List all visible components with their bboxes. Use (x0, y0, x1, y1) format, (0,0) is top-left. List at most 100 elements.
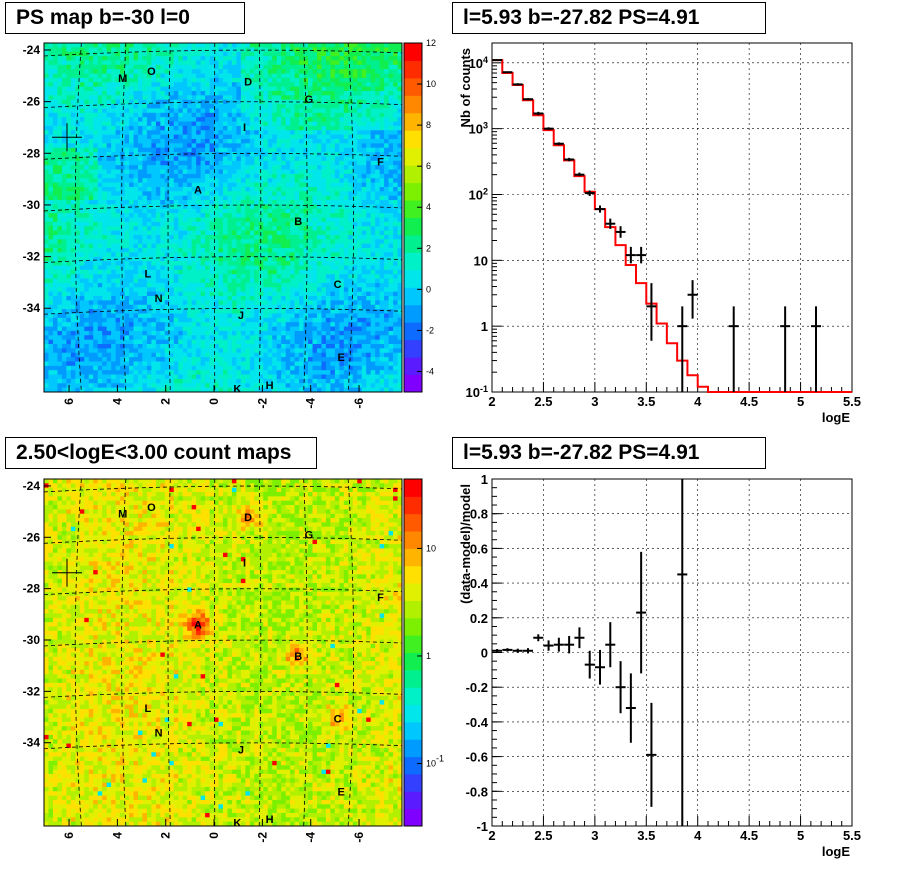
heatmap-cell (276, 309, 282, 314)
heatmap-cell (151, 234, 157, 240)
heatmap-cell (196, 309, 202, 314)
heatmap-cell (397, 226, 403, 231)
heatmap-cell (142, 138, 148, 144)
heatmap-cell (276, 138, 282, 144)
heatmap-cell (397, 269, 403, 275)
heatmap-cell (334, 287, 340, 293)
heatmap-cell (223, 99, 228, 105)
heatmap-cell (205, 287, 210, 293)
heatmap-cell (124, 156, 130, 162)
heatmap-cell (200, 186, 206, 192)
heatmap-cell (285, 156, 291, 162)
heatmap-cell (236, 130, 242, 136)
heatmap-cell (312, 64, 318, 70)
heatmap-cell (164, 160, 170, 166)
heatmap-cell (111, 56, 117, 61)
heatmap-cell (357, 213, 363, 218)
heatmap-cell (357, 252, 363, 258)
heatmap-cell (133, 99, 139, 105)
heatmap-cell (227, 182, 233, 188)
heatmap-cell (84, 256, 90, 262)
heatmap-cell (97, 156, 103, 162)
heatmap-cell (312, 73, 318, 79)
heatmap-cell (151, 200, 157, 205)
heatmap-cell (366, 248, 372, 253)
heatmap-cell (57, 252, 63, 258)
heatmap-cell (312, 256, 318, 262)
heatmap-cell (151, 213, 157, 218)
heatmap-cell (187, 99, 193, 105)
heatmap-cell (348, 309, 354, 314)
heatmap-cell (182, 287, 188, 293)
heatmap-cell (339, 265, 345, 271)
heatmap-cell (137, 313, 143, 319)
heatmap-cell (106, 156, 112, 162)
heatmap-cell (48, 43, 54, 48)
heatmap-cell (357, 130, 363, 136)
heatmap-cell (111, 69, 117, 74)
heatmap-cell (334, 99, 340, 105)
heatmap-cell (321, 217, 327, 223)
heatmap-cell (218, 239, 224, 245)
heatmap-cell (236, 112, 242, 118)
heatmap-cell (240, 138, 246, 144)
heatmap-cell (75, 208, 81, 214)
heatmap-cell (308, 121, 313, 127)
heatmap-cell (325, 47, 331, 53)
heatmap-cell (151, 173, 157, 179)
heatmap-cell (115, 313, 121, 319)
heatmap-cell (178, 138, 184, 144)
heatmap-cell (146, 121, 152, 127)
heatmap-cell (330, 73, 336, 79)
heatmap-cell (205, 296, 210, 301)
heatmap-cell (258, 143, 264, 149)
heatmap-cell (111, 256, 117, 262)
heatmap-cell (227, 112, 233, 118)
heatmap-cell (276, 160, 282, 166)
heatmap-cell (249, 182, 255, 188)
heatmap-cell (66, 239, 72, 245)
heatmap-cell (187, 296, 193, 301)
heatmap-cell (321, 204, 327, 210)
heatmap-cell (281, 169, 287, 175)
heatmap-cell (182, 130, 188, 136)
heatmap-cell (236, 291, 242, 297)
heatmap-cell (218, 300, 224, 306)
heatmap-cell (191, 226, 197, 231)
heatmap-cell (79, 117, 85, 122)
heatmap-cell (334, 130, 340, 136)
heatmap-cell (267, 138, 273, 144)
heatmap-cell (312, 125, 318, 131)
heatmap-cell (258, 191, 264, 197)
heatmap-cell (48, 134, 54, 140)
heatmap-cell (124, 82, 130, 88)
heatmap-cell (254, 117, 260, 122)
heatmap-cell (384, 248, 389, 253)
heatmap-cell (397, 234, 403, 240)
heatmap-cell (160, 182, 166, 188)
heatmap-cell (205, 191, 210, 197)
heatmap-cell (223, 90, 228, 96)
heatmap-cell (245, 278, 251, 284)
heatmap-cell (245, 252, 251, 258)
heatmap-cell (48, 95, 54, 101)
heatmap-cell (290, 86, 296, 92)
heatmap-cell (151, 256, 157, 262)
heatmap-cell (308, 95, 313, 101)
heatmap-cell (111, 60, 117, 66)
heatmap-cell (231, 156, 237, 162)
heatmap-cell (44, 234, 49, 240)
heatmap-cell (142, 95, 148, 101)
heatmap-cell (299, 274, 304, 279)
heatmap-cell (245, 248, 251, 253)
heatmap-cell (366, 56, 372, 61)
heatmap-cell (348, 43, 354, 48)
heatmap-cell (366, 178, 372, 183)
heatmap-cell (169, 121, 175, 127)
heatmap-cell (205, 143, 210, 149)
heatmap-cell (223, 300, 228, 306)
heatmap-cell (173, 261, 179, 266)
heatmap-cell (79, 221, 85, 227)
heatmap-cell (263, 130, 269, 136)
heatmap-cell (254, 282, 260, 288)
